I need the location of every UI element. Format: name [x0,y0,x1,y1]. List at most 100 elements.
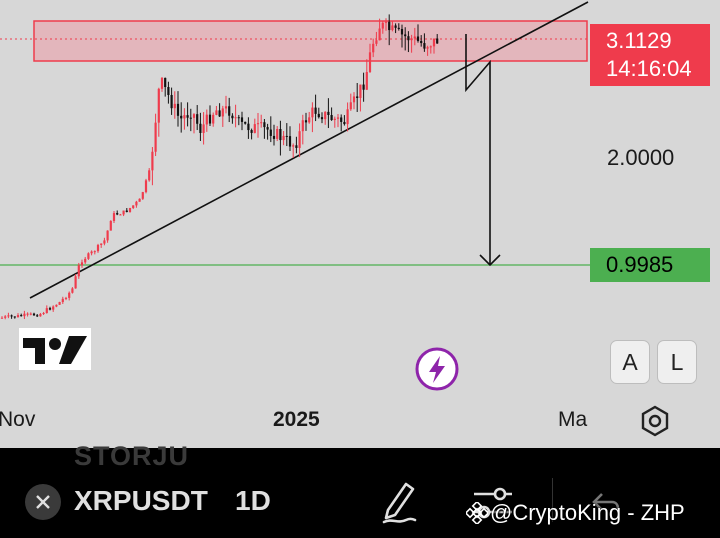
log-scale-button[interactable]: L [657,340,697,384]
tradingview-logo-icon [19,328,91,370]
candle-body [55,304,58,307]
candle-body [282,135,285,141]
candle-body [20,315,23,317]
resistance-zone[interactable] [33,20,588,62]
candle-body [170,94,173,109]
candle-body [420,40,423,44]
candle-body [80,262,84,266]
candle-body [176,103,180,116]
support-price-tag: 0.9985 [590,248,710,282]
candle-body [314,107,317,114]
candle-body [7,315,10,317]
candle-body [340,117,343,122]
candle-body [416,36,420,41]
candle-body [432,38,436,47]
candle-body [164,77,167,88]
candle-body [100,243,103,245]
candle-body [375,40,378,44]
candle-body [404,34,407,37]
chart-area[interactable]: 3.1129 14:16:04 2.0000 0.9985 A L Nov 20… [0,0,720,448]
candle-body [320,117,324,120]
flash-icon[interactable] [414,346,460,392]
candle-body [45,308,48,313]
current-price-tag: 3.1129 14:16:04 [590,24,710,86]
candle-body [247,123,250,131]
candle-body [333,118,336,121]
candle-body [397,27,400,29]
candle-body [125,210,128,212]
candle-body [74,276,77,289]
candle-body [276,129,279,139]
candle-body [144,180,148,193]
candle-body [106,230,109,241]
candle-body [26,313,29,315]
candle-body [23,313,26,317]
candle-body [48,308,52,310]
candle-body [308,117,311,123]
candle-body [71,288,74,293]
settings-icon[interactable] [636,402,674,440]
projection-path[interactable] [465,34,491,264]
candle-body [199,123,202,133]
candle-body [317,113,320,118]
candle-body [196,114,199,124]
candle-body [186,115,189,118]
candle-body [128,207,132,212]
candle-body [52,306,55,310]
candle-body [119,214,122,216]
candle-body [295,145,298,148]
candle-body [109,220,112,231]
candle-body [36,315,39,317]
candle-body [298,131,301,148]
ascending-trendline[interactable] [29,1,589,299]
candle-body [90,251,93,254]
candle-body [426,47,429,49]
candle-body [138,198,141,202]
candle-body [234,117,237,119]
candle-body [189,117,192,119]
candle-body [167,87,170,95]
candle-body [122,210,125,215]
candle-body [160,77,164,89]
candle-body [183,115,186,119]
candle-body [39,313,42,317]
candle-body [103,240,106,244]
candle-body [288,136,292,147]
candle-body [346,109,349,125]
candle-body [4,316,7,318]
undo-icon[interactable] [590,486,622,518]
candle-body [141,192,144,199]
candle-body [32,313,36,316]
candle-body [429,46,432,48]
chart-canvas[interactable] [0,0,720,448]
candle-body [218,110,221,117]
candle-body [228,106,231,116]
candle-body [58,302,61,305]
candle-body [154,122,157,152]
candle-body [301,120,304,132]
candle-body [384,21,388,23]
candle-body [436,38,439,44]
watermark: @CryptoKing - ZHP [464,500,685,526]
watermark-text: @CryptoKing - ZHP [490,500,685,525]
candle-body [148,170,151,181]
candle-body [362,84,365,90]
candle-body [394,25,397,28]
candle-body [400,28,404,35]
candle-body [410,38,413,41]
price-scale-label: 2.0000 [607,145,675,170]
candle-body [311,107,314,118]
candle-body [292,145,295,147]
candle-body [272,135,276,139]
close-icon[interactable] [25,484,61,520]
candle-body [96,244,100,252]
interval-button[interactable]: 1D [235,485,271,516]
candle-body [372,43,375,53]
candle-body [237,117,240,119]
pencil-icon[interactable] [378,478,420,526]
symbol-name[interactable]: XRPUSDT [74,485,208,516]
candle-body [68,292,71,298]
candle-body [324,111,327,120]
candle-body [349,102,352,110]
auto-scale-button[interactable]: A [610,340,650,384]
